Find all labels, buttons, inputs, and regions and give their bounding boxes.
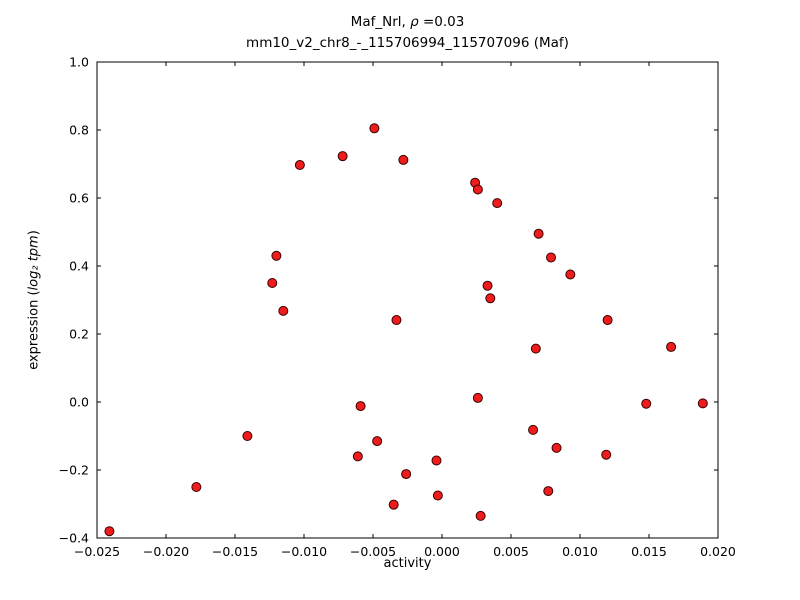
data-point (267, 278, 278, 288)
data-point (242, 431, 253, 441)
data-point (602, 315, 613, 326)
data-point (337, 151, 348, 162)
x-tick-label: −0.010 (281, 544, 327, 559)
data-point (601, 449, 612, 460)
data-point (388, 499, 399, 510)
data-point (355, 401, 366, 412)
data-point (294, 160, 305, 171)
chart-title-line2: mm10_v2_chr8_-_115706994_115707096 (Maf) (246, 34, 569, 51)
chart-title-line1: Maf_Nrl, ρ =0.03 (97, 12, 718, 33)
y-tick-label: 0.4 (69, 259, 89, 274)
x-tick-label: 0.005 (493, 544, 529, 559)
y-tick-label: 0.8 (69, 123, 89, 138)
x-tick-label: −0.025 (74, 544, 120, 559)
data-point (533, 228, 544, 239)
x-tick-label: 0.010 (562, 544, 598, 559)
rho-value: =0.03 (418, 14, 465, 30)
data-point (432, 490, 443, 501)
data-point (641, 398, 652, 409)
data-point (391, 315, 402, 326)
x-tick-label: −0.015 (212, 544, 258, 559)
data-point (530, 343, 541, 354)
x-tick-label: 0.015 (631, 544, 667, 559)
x-tick-label: −0.020 (143, 544, 189, 559)
data-point (666, 341, 677, 352)
data-point (398, 154, 409, 165)
data-point (431, 455, 442, 466)
rho-symbol: ρ (410, 14, 419, 30)
data-point (565, 269, 576, 280)
x-tick-label: 0.020 (700, 544, 736, 559)
data-point (475, 510, 486, 521)
y-tick-label: 0.0 (69, 395, 89, 410)
data-point (528, 424, 539, 435)
data-point (472, 184, 483, 195)
data-point (492, 198, 503, 209)
x-tick-label: −0.005 (350, 544, 396, 559)
y-tick-label: 0.6 (69, 191, 89, 206)
data-point (485, 293, 496, 304)
data-point (543, 486, 554, 497)
data-point (546, 252, 557, 263)
data-point (472, 392, 483, 403)
data-point (401, 469, 412, 480)
y-tick-label: 0.2 (69, 327, 89, 342)
axes-frame (96, 61, 719, 539)
x-axis-label: activity (383, 556, 432, 571)
y-axis-label: expression (log₂ tpm) (27, 230, 42, 370)
data-point (482, 280, 493, 291)
ylabel-suffix: ) (26, 230, 42, 236)
title-text: Maf_Nrl, (350, 14, 411, 30)
ylabel-math: log₂ tpm (26, 235, 42, 291)
y-tick-label: −0.2 (59, 463, 89, 478)
data-point (278, 305, 289, 316)
y-tick-label: 1.0 (69, 55, 89, 70)
data-point (697, 398, 708, 409)
chart-title: Maf_Nrl, ρ =0.03 mm10_v2_chr8_-_11570699… (97, 12, 718, 54)
x-tick-label: 0.000 (424, 544, 460, 559)
data-point (191, 482, 202, 492)
ylabel-prefix: expression ( (26, 290, 42, 370)
data-point (551, 442, 562, 453)
data-point (104, 526, 115, 537)
data-point (271, 250, 282, 261)
y-tick-label: −0.4 (59, 531, 89, 546)
data-point (352, 451, 363, 462)
data-point (372, 436, 383, 447)
data-point (369, 123, 380, 134)
